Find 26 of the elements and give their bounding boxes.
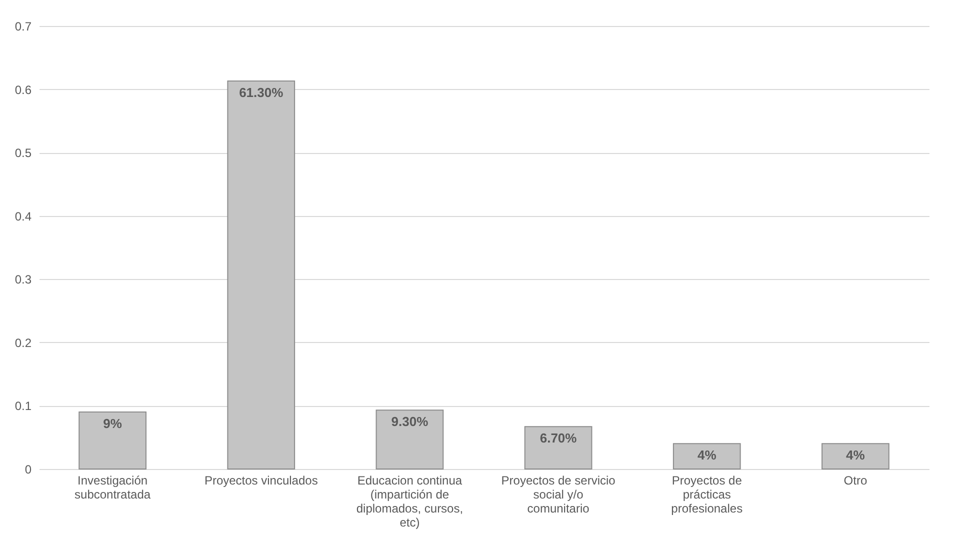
data-label: 9.30% xyxy=(391,414,429,430)
y-tick-label: 0.7 xyxy=(14,20,32,34)
data-label: 9% xyxy=(103,416,122,432)
y-tick-label: 0.1 xyxy=(14,399,32,414)
x-tick-label: Proyectos de servicio social y/o comunitario xyxy=(501,474,616,516)
y-tick-label: 0.6 xyxy=(14,82,32,97)
x-tick-label: Otro xyxy=(844,474,868,488)
data-label: 61.30% xyxy=(239,85,284,100)
data-label: 4% xyxy=(846,448,866,463)
x-tick-label: Educacion continua (impartición de diplomados, cursos, etc) xyxy=(356,474,464,530)
x-tick-label: Investigación subcontratada xyxy=(74,474,151,502)
y-tick-label: 0.3 xyxy=(14,272,32,287)
bar xyxy=(672,443,741,470)
bar xyxy=(822,443,890,470)
data-label: 4% xyxy=(697,448,717,463)
bar xyxy=(376,410,444,470)
bar xyxy=(524,426,592,470)
y-tick-label: 0.4 xyxy=(14,209,32,224)
x-tick-label: Proyectos vinculados xyxy=(204,474,318,488)
y-tick-label: 0.5 xyxy=(14,146,32,160)
y-tick-label: 0 xyxy=(24,462,32,476)
bar xyxy=(227,80,296,470)
bar xyxy=(78,412,146,470)
data-label: 6.70% xyxy=(540,430,578,446)
y-tick-label: 0.2 xyxy=(14,336,32,350)
x-tick-label: Proyectos de prácticas profesionales xyxy=(671,474,743,516)
